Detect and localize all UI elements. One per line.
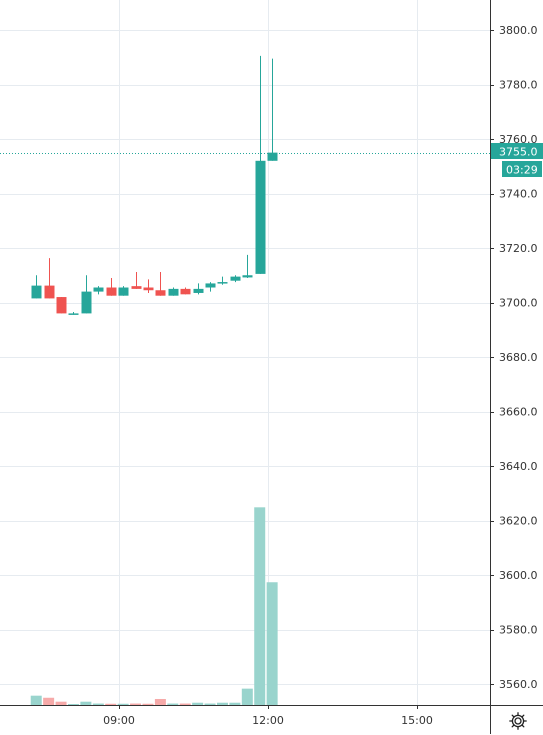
candle-body-1 (44, 285, 55, 299)
volume-bar-11 (167, 703, 179, 705)
last-price-badge: 3755.0 (491, 143, 543, 159)
volume-bar-15 (216, 702, 228, 705)
volume-bar-6 (105, 703, 117, 705)
last-price-badge-bg (491, 143, 543, 159)
time-tick-label: 12:00 (252, 714, 284, 727)
candle-body-8 (131, 286, 142, 289)
volume-bar-5 (92, 703, 104, 705)
volume-bar-13 (192, 702, 204, 705)
candle-3 (68, 312, 79, 315)
candle-15 (217, 276, 228, 285)
candles (31, 55, 278, 315)
candle-19 (267, 58, 278, 161)
candle-0 (31, 275, 42, 299)
volume-bar-3 (67, 704, 79, 705)
price-tick-label: 3600.0 (499, 569, 538, 582)
volume-bar-2 (55, 701, 67, 705)
candle-14 (205, 282, 216, 292)
price-tick-label: 3660.0 (499, 406, 538, 419)
volume-bar-7 (117, 703, 129, 705)
price-tick-label: 3720.0 (499, 242, 538, 255)
candle-body-12 (180, 288, 191, 295)
candle-body-7 (118, 287, 129, 296)
countdown-badge: 03:29 (502, 161, 542, 177)
volume-bar-12 (179, 703, 191, 705)
candle-body-6 (106, 287, 117, 296)
candle-11 (168, 287, 179, 296)
volume-bar-9 (142, 703, 154, 705)
price-tick-label: 3740.0 (499, 188, 538, 201)
candle-body-13 (193, 288, 204, 293)
candle-6 (106, 277, 117, 296)
price-tick-label: 3800.0 (499, 24, 538, 37)
gear-icon[interactable] (508, 711, 528, 731)
volume-bar-19 (266, 582, 278, 705)
volume-bar-10 (154, 698, 166, 705)
candle-body-5 (93, 287, 104, 292)
countdown-badge-bg (502, 161, 542, 177)
price-tick-label: 3580.0 (499, 624, 538, 637)
volume-bar-17 (241, 688, 253, 705)
candle-body-19 (267, 152, 278, 161)
candle-body-15 (217, 282, 228, 284)
candle-body-9 (143, 287, 154, 291)
candle-18 (255, 55, 266, 274)
candle-9 (143, 279, 154, 293)
volume-bar-8 (130, 703, 142, 705)
price-tick-label: 3560.0 (499, 678, 538, 691)
time-tick-label: 09:00 (103, 714, 135, 727)
price-tick-label: 3620.0 (499, 515, 538, 528)
gear-icon-glyph (509, 712, 527, 730)
last-price-label: 3755.0 (499, 146, 538, 159)
volume-bar-18 (254, 507, 266, 705)
countdown-label: 03:29 (506, 164, 538, 177)
candle-body-18 (255, 160, 266, 274)
grid-lines (0, 0, 490, 705)
price-tick-label: 3760.0 (499, 133, 538, 146)
candle-13 (193, 283, 204, 295)
price-axis[interactable]: 3800.0 3780.0 3760.0 3740.0 3720.0 3700.0 3680… (490, 24, 538, 691)
volume-bar-1 (43, 697, 55, 705)
candle-2 (56, 297, 67, 314)
candle-body-14 (205, 283, 216, 288)
price-tick-label: 3680.0 (499, 351, 538, 364)
candle-10 (155, 271, 166, 296)
volume-bar-4 (80, 701, 92, 705)
candle-body-17 (242, 275, 253, 278)
candle-body-10 (155, 290, 166, 296)
candle-body-4 (81, 291, 92, 314)
candle-5 (93, 286, 104, 295)
candle-body-16 (230, 276, 241, 281)
candle-12 (180, 287, 191, 295)
volume-bar-0 (30, 695, 42, 705)
time-tick-label: 15:00 (401, 714, 433, 727)
candle-8 (131, 271, 142, 289)
candle-17 (242, 254, 253, 278)
volume-bar-16 (229, 702, 241, 705)
candle-body-2 (56, 297, 67, 314)
price-tick-label: 3640.0 (499, 460, 538, 473)
candle-body-11 (168, 288, 179, 296)
candle-7 (118, 286, 129, 296)
candle-1 (44, 258, 55, 299)
price-tick-label: 3780.0 (499, 79, 538, 92)
volume-bar-14 (204, 703, 216, 705)
candle-body-0 (31, 285, 42, 299)
candle-body-3 (68, 313, 79, 315)
price-tick-label: 3700.0 (499, 297, 538, 310)
volume-bars (30, 507, 278, 705)
time-axis[interactable]: 09:00 12:00 15:00 (103, 705, 433, 727)
candle-4 (81, 275, 92, 314)
candle-16 (230, 275, 241, 283)
